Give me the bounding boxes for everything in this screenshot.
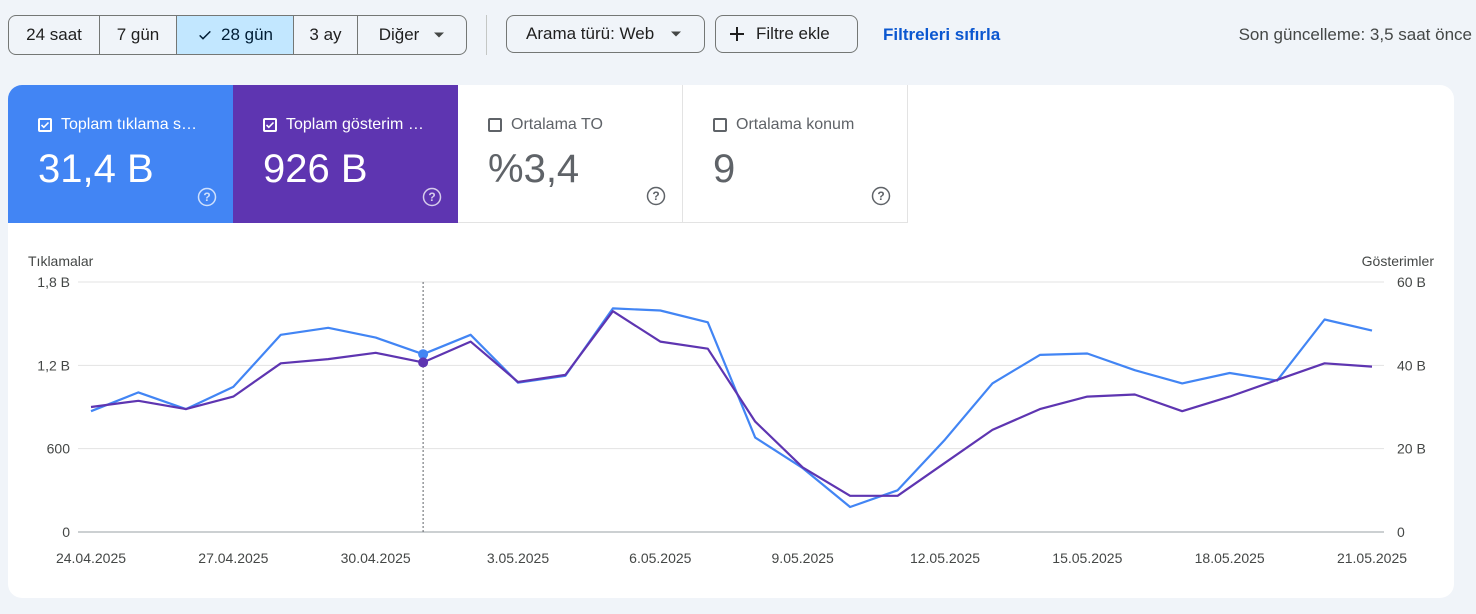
performance-card: Toplam tıklama s… 31,4 B ? Toplam göster… (8, 85, 1454, 598)
metric-value: 9 (713, 147, 736, 191)
add-filter-button[interactable]: Filtre ekle (715, 15, 858, 53)
metric-total-impressions[interactable]: Toplam gösterim … 926 B ? (233, 85, 458, 223)
range-7d-button[interactable]: 7 gün (100, 16, 177, 54)
svg-text:?: ? (652, 189, 659, 203)
metric-label: Ortalama konum (736, 116, 855, 133)
help-circle-icon[interactable]: ? (197, 187, 217, 207)
range-label: 3 ay (309, 25, 342, 44)
y-axis-left-title: Tıklamalar (28, 253, 94, 269)
impressions-hover-point (418, 357, 429, 368)
svg-text:?: ? (203, 190, 210, 204)
svg-text:?: ? (877, 189, 884, 203)
chart-series (90, 307, 1373, 509)
metric-value: 31,4 B (38, 147, 154, 191)
checkbox-unchecked-icon[interactable] (713, 118, 727, 132)
toolbar: 24 saat 7 gün 28 gün 3 ay Diğer Arama tü… (0, 0, 1476, 70)
range-label: 24 saat (26, 25, 82, 44)
help-circle-icon[interactable]: ? (871, 186, 891, 206)
metric-label: Ortalama TO (511, 116, 603, 133)
svg-text:?: ? (428, 190, 435, 204)
chevron-down-icon (433, 31, 445, 39)
x-tick-label: 3.05.2025 (487, 550, 549, 566)
range-28d-button[interactable]: 28 gün (177, 16, 294, 54)
search-type-dropdown[interactable]: Arama türü: Web (506, 15, 705, 53)
metric-average-ctr[interactable]: Ortalama TO %3,4 ? (458, 85, 683, 223)
last-updated-text: Son güncelleme: 3,5 saat önce (1238, 25, 1472, 44)
range-other-dropdown[interactable]: Diğer (358, 16, 466, 54)
chart-gridlines (78, 281, 1384, 533)
plus-icon (728, 25, 746, 43)
checkbox-checked-icon[interactable] (38, 118, 52, 132)
hover-indicator (418, 282, 429, 532)
x-axis-ticks: 24.04.2025 27.04.2025 30.04.2025 3.05.2025 6… (56, 550, 1407, 566)
date-range-selector: 24 saat 7 gün 28 gün 3 ay Diğer (8, 15, 467, 55)
performance-line-chart[interactable]: Tıklamalar Gösterimler 0 0 600 20 B 1,2 B 40 … (8, 85, 1454, 598)
impressions-line (90, 310, 1373, 497)
help-circle-icon[interactable]: ? (422, 187, 442, 207)
y-axis-right-title: Gösterimler (1362, 253, 1435, 269)
metric-total-clicks[interactable]: Toplam tıklama s… 31,4 B ? (8, 85, 233, 223)
metric-average-position[interactable]: Ortalama konum 9 ? (683, 85, 908, 223)
x-tick-label: 21.05.2025 (1337, 550, 1407, 566)
metric-label-row: Toplam tıklama s… (38, 116, 197, 134)
x-tick-label: 15.05.2025 (1052, 550, 1122, 566)
x-tick-label: 6.05.2025 (629, 550, 691, 566)
add-filter-label: Filtre ekle (756, 24, 830, 43)
range-label: 28 gün (221, 25, 273, 44)
y-left-tick-label: 1,8 B (37, 274, 70, 290)
metric-value: 926 B (263, 147, 368, 191)
range-24h-button[interactable]: 24 saat (9, 16, 100, 54)
y-left-tick-label: 1,2 B (37, 357, 70, 373)
chevron-down-icon (670, 30, 682, 38)
y-right-tick-label: 0 (1397, 524, 1405, 540)
range-3m-button[interactable]: 3 ay (294, 16, 358, 54)
metric-label-row: Ortalama konum (713, 116, 854, 134)
range-label: 7 gün (116, 25, 160, 44)
x-tick-label: 27.04.2025 (198, 550, 268, 566)
y-left-tick-label: 600 (47, 441, 71, 457)
metric-label-row: Ortalama TO (488, 116, 603, 134)
x-tick-label: 9.05.2025 (772, 550, 834, 566)
x-tick-label: 30.04.2025 (341, 550, 411, 566)
search-type-label: Arama türü: Web (526, 24, 655, 43)
y-right-tick-label: 20 B (1397, 441, 1426, 457)
y-right-tick-label: 60 B (1397, 274, 1426, 290)
x-tick-label: 24.04.2025 (56, 550, 126, 566)
clicks-line (90, 307, 1373, 509)
range-label: Diğer (378, 25, 420, 44)
x-tick-label: 18.05.2025 (1195, 550, 1265, 566)
y-axis-ticks: 0 0 600 20 B 1,2 B 40 B 1,8 B 60 B (37, 274, 1426, 540)
y-left-tick-label: 0 (62, 524, 70, 540)
x-tick-label: 12.05.2025 (910, 550, 980, 566)
metric-label-row: Toplam gösterim … (263, 116, 424, 134)
reset-filters-link[interactable]: Filtreleri sıfırla (883, 25, 1001, 44)
clicks-hover-point (418, 349, 429, 360)
check-icon (197, 27, 213, 43)
y-right-tick-label: 40 B (1397, 357, 1426, 373)
checkbox-checked-icon[interactable] (263, 118, 277, 132)
metric-value: %3,4 (488, 147, 580, 191)
toolbar-divider (486, 15, 487, 55)
checkbox-unchecked-icon[interactable] (488, 118, 502, 132)
help-circle-icon[interactable]: ? (646, 186, 666, 206)
